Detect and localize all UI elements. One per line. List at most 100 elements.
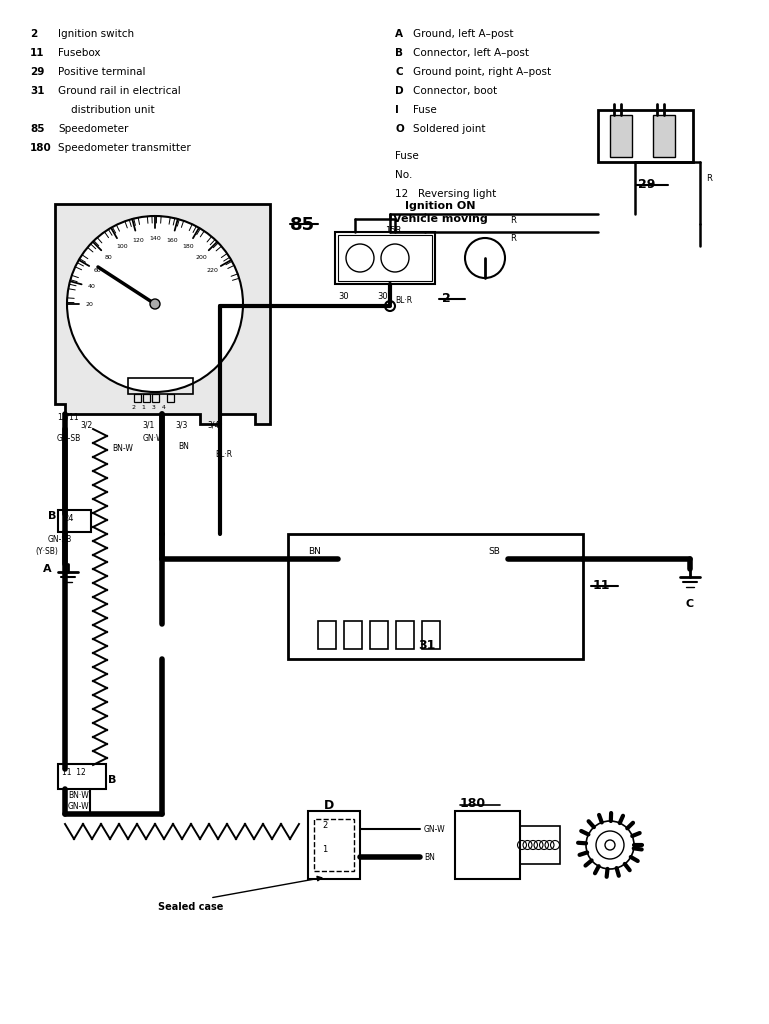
Text: BL·R: BL·R xyxy=(395,296,412,305)
Text: 31: 31 xyxy=(30,86,45,96)
Text: 2   1   3   4: 2 1 3 4 xyxy=(132,406,166,410)
Text: 24: 24 xyxy=(63,514,74,523)
Text: C: C xyxy=(395,67,403,77)
Text: 220: 220 xyxy=(206,268,218,273)
Text: GN·W: GN·W xyxy=(143,434,165,443)
Text: 140: 140 xyxy=(149,236,161,241)
Text: A: A xyxy=(395,29,403,39)
Text: 60: 60 xyxy=(94,268,102,273)
Text: R: R xyxy=(510,234,516,243)
Text: 1: 1 xyxy=(322,845,328,854)
Bar xyxy=(455,811,520,879)
Text: Vehicle moving: Vehicle moving xyxy=(393,214,488,224)
Text: Speedometer transmitter: Speedometer transmitter xyxy=(58,143,191,153)
Text: 11: 11 xyxy=(593,579,611,592)
Text: Ground point, right A–post: Ground point, right A–post xyxy=(413,67,551,77)
Text: Ground rail in electrical: Ground rail in electrical xyxy=(58,86,181,96)
Text: Soldered joint: Soldered joint xyxy=(413,124,485,134)
Text: Ignition ON: Ignition ON xyxy=(404,201,475,211)
Text: distribution unit: distribution unit xyxy=(58,105,155,115)
Text: (Y·SB): (Y·SB) xyxy=(35,547,58,556)
Text: No.: No. xyxy=(395,170,412,180)
Text: Fusebox: Fusebox xyxy=(58,48,101,58)
Text: BL·R: BL·R xyxy=(215,450,232,459)
Text: Ground, left A–post: Ground, left A–post xyxy=(413,29,514,39)
Text: 180: 180 xyxy=(30,143,52,153)
Text: 100: 100 xyxy=(116,245,128,249)
Bar xyxy=(134,394,141,402)
Bar xyxy=(58,510,91,532)
Text: 3/3: 3/3 xyxy=(175,421,188,430)
Circle shape xyxy=(605,840,615,850)
Text: GN-W: GN-W xyxy=(424,825,445,834)
Text: GN-SB: GN-SB xyxy=(57,434,82,443)
Text: Fuse: Fuse xyxy=(413,105,437,115)
Bar xyxy=(422,621,440,649)
Circle shape xyxy=(150,299,160,309)
Text: 85: 85 xyxy=(290,216,315,234)
Bar xyxy=(308,811,360,879)
Bar xyxy=(314,819,354,871)
Text: BN·W: BN·W xyxy=(68,791,88,800)
Bar xyxy=(338,234,432,281)
Bar xyxy=(167,394,174,402)
Text: 3/4: 3/4 xyxy=(207,421,219,430)
Text: 12   Reversing light: 12 Reversing light xyxy=(395,189,496,199)
Text: Positive terminal: Positive terminal xyxy=(58,67,145,77)
Circle shape xyxy=(596,831,624,859)
Bar xyxy=(288,534,583,659)
Text: Connector, boot: Connector, boot xyxy=(413,86,497,96)
Text: 15R: 15R xyxy=(385,226,401,234)
Text: A: A xyxy=(43,564,52,574)
Bar xyxy=(344,621,362,649)
Bar xyxy=(318,621,336,649)
Text: I: I xyxy=(395,105,399,115)
Text: GN-W: GN-W xyxy=(68,802,90,811)
Text: C: C xyxy=(685,599,693,609)
Text: 180: 180 xyxy=(182,245,194,249)
Text: Connector, left A–post: Connector, left A–post xyxy=(413,48,529,58)
Text: 40: 40 xyxy=(88,285,95,290)
Text: 2: 2 xyxy=(322,821,328,830)
Bar xyxy=(598,110,693,162)
Bar xyxy=(653,115,675,157)
Text: 11  12: 11 12 xyxy=(62,768,86,777)
Text: 12/11: 12/11 xyxy=(57,412,78,421)
Bar xyxy=(520,826,560,864)
Text: BN-W: BN-W xyxy=(112,444,133,453)
Text: Speedometer: Speedometer xyxy=(58,124,128,134)
Bar xyxy=(370,621,388,649)
Text: R: R xyxy=(706,174,712,183)
Text: 2: 2 xyxy=(442,292,451,305)
Circle shape xyxy=(67,216,243,392)
Text: 30: 30 xyxy=(338,292,348,301)
Text: 20: 20 xyxy=(85,301,93,306)
Text: 29: 29 xyxy=(30,67,45,77)
Text: B: B xyxy=(48,511,56,521)
Text: Ignition switch: Ignition switch xyxy=(58,29,134,39)
Polygon shape xyxy=(55,204,270,424)
Text: 2: 2 xyxy=(30,29,37,39)
Bar xyxy=(128,378,193,394)
Bar xyxy=(152,394,159,402)
Bar xyxy=(610,115,632,157)
Text: BN: BN xyxy=(308,547,321,556)
Text: BN: BN xyxy=(178,442,189,451)
Text: 180: 180 xyxy=(460,797,486,810)
Text: Sealed case: Sealed case xyxy=(158,902,223,912)
Text: 80: 80 xyxy=(105,255,112,260)
Text: 120: 120 xyxy=(132,238,144,243)
Text: 3/1: 3/1 xyxy=(142,421,155,430)
Text: B: B xyxy=(108,775,116,785)
Text: 200: 200 xyxy=(196,255,208,260)
Text: D: D xyxy=(324,799,335,812)
Text: 160: 160 xyxy=(166,238,178,243)
Text: 3/2: 3/2 xyxy=(80,421,92,430)
Text: R: R xyxy=(510,216,516,225)
Text: 11: 11 xyxy=(30,48,45,58)
Text: 85: 85 xyxy=(30,124,45,134)
Bar xyxy=(335,232,435,284)
Text: GN-SB: GN-SB xyxy=(48,535,72,544)
Text: 29: 29 xyxy=(638,178,655,191)
Text: Fuse: Fuse xyxy=(395,151,419,161)
